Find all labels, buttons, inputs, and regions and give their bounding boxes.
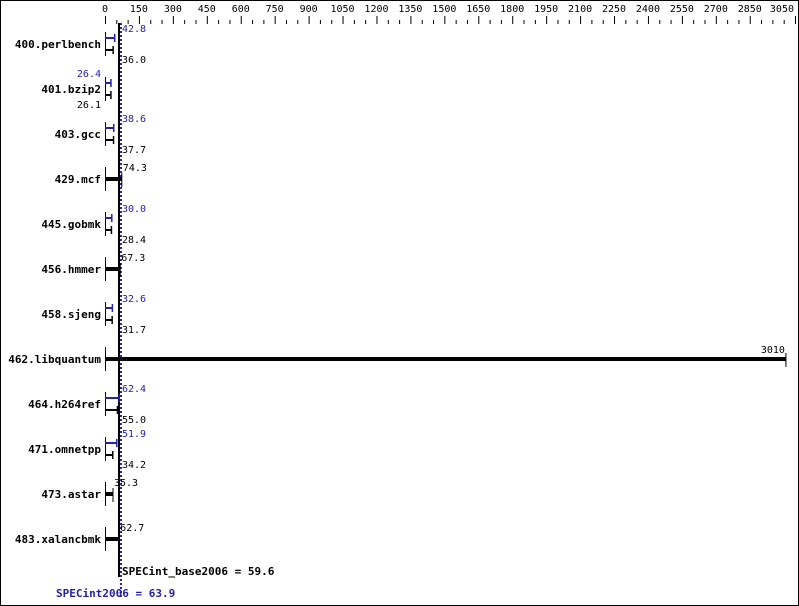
tick-label: 2550 (670, 4, 694, 15)
base-bar (105, 267, 121, 271)
tick-label: 750 (266, 4, 284, 15)
peak-value-label: 26.4 (77, 69, 101, 80)
base-value-label: 74.3 (123, 163, 147, 174)
benchmark-label: 403.gcc (55, 128, 101, 141)
tick-label: 1950 (534, 4, 558, 15)
base-value-label: 34.2 (122, 460, 146, 471)
benchmark-label: 445.gobmk (41, 218, 101, 231)
base-bar (105, 177, 122, 181)
benchmark-label: 400.perlbench (15, 38, 101, 51)
base-value-label: 35.3 (114, 478, 138, 489)
base-value-label: 28.4 (122, 235, 146, 246)
base-value-label: 26.1 (77, 100, 101, 111)
base-value-label: 55.0 (122, 415, 146, 426)
peak-mean-label: SPECint2006 = 63.9 (56, 587, 175, 600)
peak-value-label: 30.0 (122, 204, 146, 215)
tick-label: 2100 (568, 4, 592, 15)
tick-label: 900 (300, 4, 318, 15)
peak-value-label: 62.4 (122, 384, 146, 395)
tick-label: 0 (102, 4, 108, 15)
base-bar (105, 537, 120, 541)
benchmark-label: 464.h264ref (28, 398, 101, 411)
tick-label: 2850 (738, 4, 762, 15)
peak-value-label: 42.8 (122, 24, 146, 35)
tick-label: 450 (198, 4, 216, 15)
tick-label: 1050 (330, 4, 354, 15)
tick-label: 1200 (364, 4, 388, 15)
tick-label: 2400 (636, 4, 660, 15)
benchmark-label: 458.sjeng (41, 308, 101, 321)
peak-value-label: 38.6 (122, 114, 146, 125)
benchmark-label: 471.omnetpp (28, 443, 101, 456)
base-value-label: 3010 (761, 345, 785, 356)
tick-label: 300 (164, 4, 182, 15)
tick-label: 600 (232, 4, 250, 15)
benchmark-label: 429.mcf (55, 173, 101, 186)
base-value-label: 62.7 (120, 523, 144, 534)
benchmark-label: 401.bzip2 (41, 83, 101, 96)
tick-label: 1650 (466, 4, 490, 15)
benchmark-label: 456.hmmer (41, 263, 101, 276)
base-bar (105, 357, 786, 361)
tick-label: 2700 (704, 4, 728, 15)
tick-label: 1800 (500, 4, 524, 15)
tick-label: 1500 (432, 4, 456, 15)
base-value-label: 37.7 (122, 145, 146, 156)
tick-label: 1350 (398, 4, 422, 15)
peak-value-label: 51.9 (122, 429, 146, 440)
tick-label: 150 (130, 4, 148, 15)
benchmark-label: 473.astar (41, 488, 101, 501)
tick-label: 2250 (602, 4, 626, 15)
base-value-label: 36.0 (122, 55, 146, 66)
base-value-label: 67.3 (121, 253, 145, 264)
base-mean-label: SPECint_base2006 = 59.6 (122, 565, 275, 578)
benchmark-label: 462.libquantum (8, 353, 101, 366)
tick-label: 3050 (770, 4, 794, 15)
base-bar (105, 492, 113, 496)
base-value-label: 31.7 (122, 325, 146, 336)
benchmark-label: 483.xalancbmk (15, 533, 101, 546)
peak-value-label: 32.6 (122, 294, 146, 305)
